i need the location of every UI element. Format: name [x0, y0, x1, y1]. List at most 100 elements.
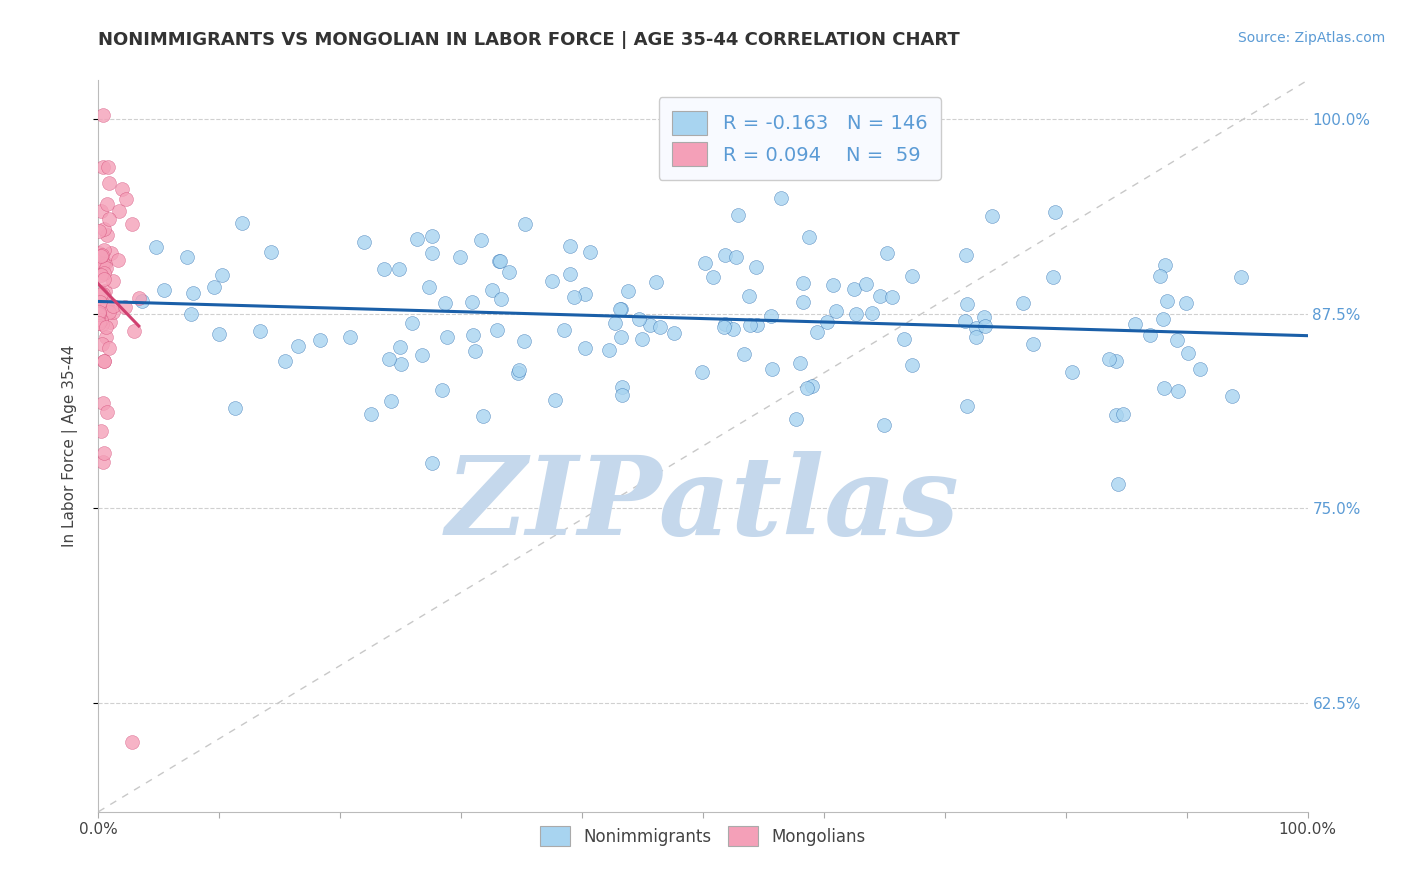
Point — [562, 290, 585, 304]
Point — [87, 316, 110, 330]
Point — [249, 324, 271, 338]
Point — [90, 203, 112, 218]
Point — [508, 363, 530, 377]
Point — [87, 306, 110, 320]
Point — [860, 306, 883, 320]
Point — [98, 341, 121, 355]
Point — [96, 330, 118, 344]
Point — [981, 209, 1004, 223]
Point — [259, 245, 281, 260]
Point — [391, 357, 413, 371]
Point — [845, 307, 868, 321]
Point — [388, 262, 411, 277]
Point — [463, 327, 485, 342]
Point — [1153, 382, 1175, 396]
Point — [432, 383, 454, 397]
Point — [93, 445, 115, 459]
Point — [1152, 311, 1174, 326]
Point — [1177, 346, 1199, 360]
Text: Source: ZipAtlas.com: Source: ZipAtlas.com — [1237, 31, 1385, 45]
Point — [873, 417, 896, 432]
Point — [702, 269, 724, 284]
Point — [180, 307, 202, 321]
Point — [87, 306, 110, 320]
Text: NONIMMIGRANTS VS MONGOLIAN IN LABOR FORCE | AGE 35-44 CORRELATION CHART: NONIMMIGRANTS VS MONGOLIAN IN LABOR FORC… — [98, 31, 960, 49]
Point — [89, 224, 111, 238]
Point — [713, 317, 735, 331]
Point — [1149, 268, 1171, 283]
Point — [876, 246, 898, 260]
Point — [418, 280, 440, 294]
Point — [90, 312, 112, 326]
Point — [114, 300, 136, 314]
Point — [603, 316, 626, 330]
Point — [145, 240, 167, 254]
Point — [121, 734, 143, 748]
Point — [792, 276, 814, 290]
Point — [461, 294, 484, 309]
Point — [1230, 270, 1253, 285]
Point — [411, 348, 433, 362]
Point — [93, 354, 115, 368]
Point — [420, 246, 443, 260]
Point — [513, 217, 536, 231]
Point — [544, 392, 567, 407]
Point — [90, 268, 112, 283]
Point — [498, 264, 520, 278]
Point — [231, 216, 253, 230]
Point — [769, 192, 792, 206]
Point — [176, 250, 198, 264]
Point — [965, 330, 987, 344]
Point — [1043, 205, 1066, 219]
Point — [617, 284, 640, 298]
Point — [1060, 365, 1083, 379]
Point — [825, 304, 848, 318]
Point — [91, 317, 114, 331]
Point — [491, 292, 513, 306]
Text: ZIPatlas: ZIPatlas — [446, 450, 960, 558]
Point — [91, 160, 114, 174]
Point — [1123, 317, 1146, 331]
Point — [662, 326, 685, 341]
Point — [287, 339, 309, 353]
Point — [974, 318, 997, 333]
Point — [880, 290, 903, 304]
Point — [785, 412, 807, 426]
Point — [98, 176, 121, 190]
Point — [796, 381, 818, 395]
Point — [91, 108, 114, 122]
Point — [181, 285, 204, 300]
Point — [740, 318, 762, 333]
Point — [436, 330, 458, 344]
Point — [380, 393, 402, 408]
Point — [208, 326, 231, 341]
Point — [339, 330, 361, 344]
Point — [1154, 258, 1177, 272]
Point — [373, 261, 395, 276]
Point — [93, 272, 115, 286]
Point — [100, 246, 122, 260]
Point — [553, 323, 575, 337]
Point — [1166, 333, 1188, 347]
Point — [91, 248, 114, 262]
Point — [792, 295, 814, 310]
Point — [744, 260, 766, 275]
Point — [1042, 270, 1064, 285]
Point — [111, 182, 134, 196]
Point — [489, 253, 512, 268]
Point — [98, 315, 121, 329]
Point — [90, 424, 112, 438]
Point — [690, 365, 713, 379]
Point — [360, 407, 382, 421]
Point — [94, 319, 117, 334]
Point — [815, 315, 838, 329]
Point — [89, 249, 111, 263]
Point — [759, 309, 782, 323]
Point — [422, 456, 444, 470]
Point — [481, 283, 503, 297]
Point — [96, 405, 118, 419]
Point — [574, 341, 596, 355]
Point — [789, 356, 811, 370]
Point — [96, 197, 118, 211]
Point — [224, 401, 246, 416]
